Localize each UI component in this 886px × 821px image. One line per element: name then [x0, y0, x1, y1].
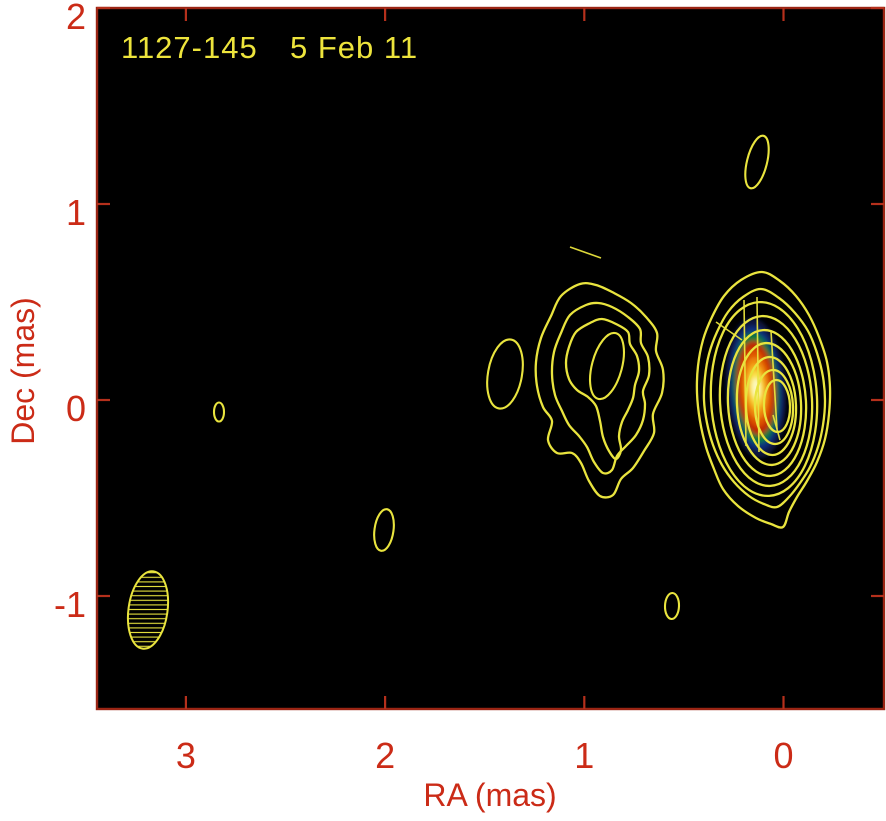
y-tick-label: 0 — [66, 388, 86, 429]
jet-knot-contours — [534, 281, 665, 499]
x-tick-label: 0 — [773, 735, 793, 776]
polarization-vectors — [569, 246, 781, 453]
x-tick-label: 3 — [176, 735, 196, 776]
x-tick-label: 1 — [574, 735, 594, 776]
map-features — [123, 134, 832, 652]
x-tick-label: 2 — [375, 735, 395, 776]
epoch-label: 5 Feb 11 — [290, 30, 418, 65]
core-contours — [695, 270, 832, 529]
x-axis-title: RA (mas) — [423, 777, 556, 813]
faint-contour-ovals — [212, 134, 770, 621]
axes: 3 2 1 0 2 1 0 -1 — [54, 0, 886, 776]
plot-frame — [95, 6, 886, 711]
y-tick-label: 1 — [66, 192, 86, 233]
y-tick-label: 2 — [66, 0, 86, 37]
source-label: 1127-145 — [121, 30, 258, 65]
y-tick-label: -1 — [54, 584, 86, 625]
y-axis-title: Dec (mas) — [5, 297, 41, 445]
